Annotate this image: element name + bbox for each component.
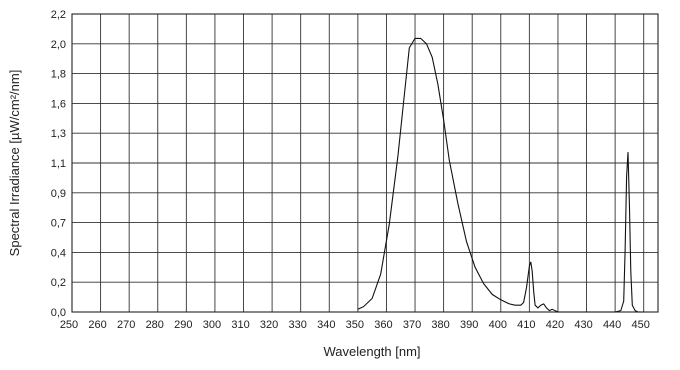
x-tick-label: 350 bbox=[346, 319, 364, 331]
x-tick-label: 290 bbox=[174, 319, 192, 331]
y-tick-label: 0,4 bbox=[51, 247, 66, 259]
x-tick-label: 250 bbox=[60, 319, 78, 331]
grid-lines bbox=[71, 13, 658, 313]
x-tick-label: 420 bbox=[546, 319, 564, 331]
x-tick-label: 260 bbox=[88, 319, 106, 331]
x-tick-label: 410 bbox=[517, 319, 535, 331]
x-tick-label: 280 bbox=[146, 319, 164, 331]
y-tick-label: 2,2 bbox=[51, 9, 66, 21]
plot-frame bbox=[71, 13, 659, 313]
y-tick-label: 1,3 bbox=[51, 128, 66, 140]
x-tick-label: 370 bbox=[403, 319, 421, 331]
y-tick-label: 1,8 bbox=[51, 69, 66, 81]
x-tick-label: 340 bbox=[317, 319, 335, 331]
series-line bbox=[357, 37, 644, 313]
x-tick-label: 320 bbox=[260, 319, 278, 331]
y-tick-label: 0,7 bbox=[51, 218, 66, 230]
x-tick-label: 310 bbox=[231, 319, 249, 331]
y-tick-label: 0,0 bbox=[51, 307, 66, 319]
x-tick-label: 360 bbox=[374, 319, 392, 331]
x-tick-label: 440 bbox=[603, 319, 621, 331]
y-tick-label: 2,0 bbox=[51, 39, 66, 51]
y-tick-label: 1,1 bbox=[51, 158, 66, 170]
x-tick-label: 390 bbox=[460, 319, 478, 331]
y-axis-label: Spectral Irradiance [µW/cm²/nm] bbox=[7, 70, 22, 257]
y-tick-label: 0,2 bbox=[51, 277, 66, 289]
x-tick-label: 270 bbox=[117, 319, 135, 331]
x-tick-label: 450 bbox=[632, 319, 650, 331]
x-tick-label: 430 bbox=[574, 319, 592, 331]
y-tick-labels: 0,0 0,2 0,4 0,7 0,9 1,1 1,3 1,6 1,8 2,0 2,2 bbox=[51, 9, 66, 319]
x-tick-labels: 250 260 270 280 290 300 310 320 330 340 350 360 370 3… bbox=[60, 319, 650, 331]
x-axis-label: Wavelength [nm] bbox=[323, 344, 420, 359]
x-tick-label: 400 bbox=[489, 319, 507, 331]
x-tick-label: 380 bbox=[431, 319, 449, 331]
y-tick-label: 1,6 bbox=[51, 98, 66, 110]
y-tick-label: 0,9 bbox=[51, 188, 66, 200]
x-tick-label: 300 bbox=[203, 319, 221, 331]
x-tick-label: 330 bbox=[289, 319, 307, 331]
